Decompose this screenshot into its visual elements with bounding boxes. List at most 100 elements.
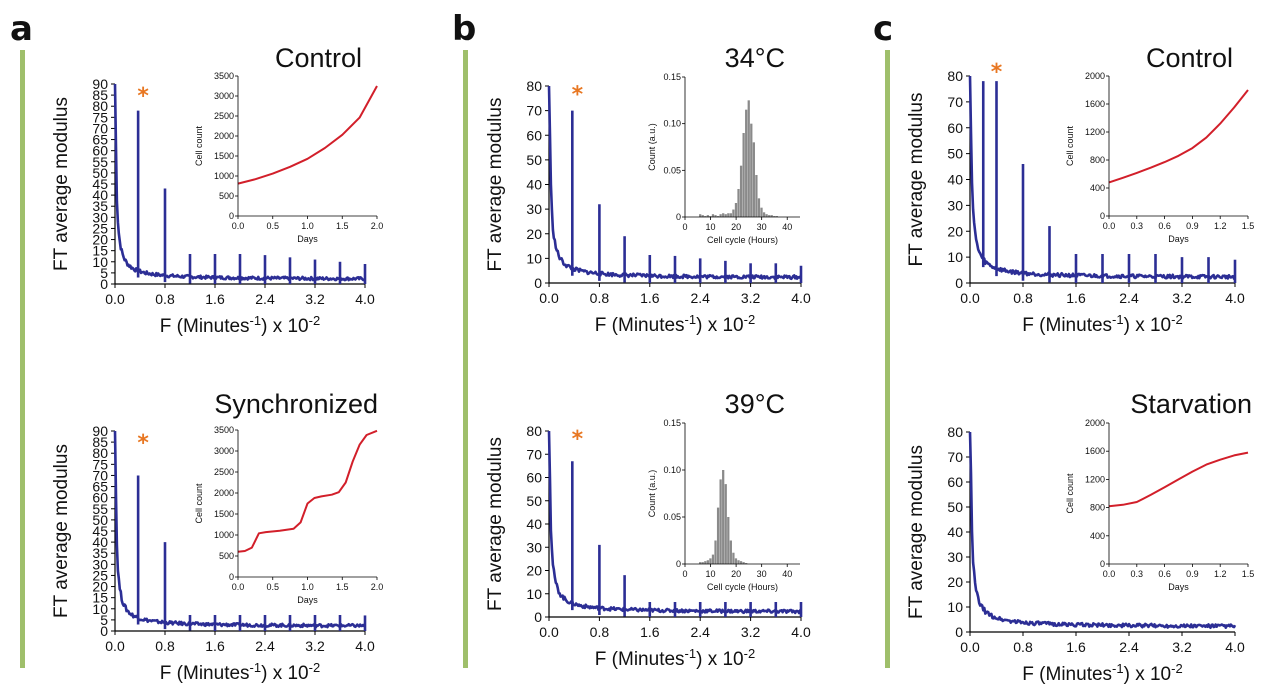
- inset-c-bottom: 0 400 800 1200 1600 2000 0.0 0.3 0.6 0.9 1.2 1.5 Day…: [1057, 417, 1256, 602]
- y-tick-label: 20: [526, 226, 542, 242]
- y-tick-label: 30: [92, 209, 108, 225]
- y-tick-label: 85: [92, 434, 108, 450]
- y-tick-label: 20: [526, 563, 542, 579]
- inset-y-tick-label: 1600: [1085, 99, 1105, 109]
- y-tick-label: 30: [526, 201, 542, 217]
- y-tick-label: 0: [534, 609, 542, 625]
- inset-y-tick-label: 0: [1100, 559, 1105, 569]
- histogram-bar: [737, 189, 740, 217]
- inset-background: [186, 70, 385, 254]
- inset-x-tick-label: 0.3: [1131, 569, 1144, 579]
- histogram-bar: [727, 517, 730, 564]
- inset-x-tick-label: 1.5: [336, 221, 349, 231]
- histogram-bar: [765, 214, 768, 217]
- chart-title: 39°C: [725, 389, 785, 419]
- inset-y-tick-label: 1000: [214, 530, 234, 540]
- histogram-bar: [737, 560, 740, 564]
- inset-x-axis-label: Days: [297, 234, 318, 244]
- y-tick-label: 55: [92, 154, 108, 170]
- y-tick-label: 40: [526, 516, 542, 532]
- y-tick-label: 70: [526, 103, 542, 119]
- chart-title: Control: [1146, 43, 1233, 73]
- x-axis-label-part: -1: [685, 646, 697, 661]
- histogram-bar: [714, 540, 717, 564]
- x-axis-label-part: -2: [744, 312, 756, 327]
- histogram-bar: [719, 214, 722, 217]
- inset-y-tick-label: 0.10: [663, 119, 681, 129]
- x-tick-label: 2.4: [690, 624, 710, 640]
- y-tick-label: 0: [534, 275, 542, 291]
- inset-y-tick-label: 1500: [214, 509, 234, 519]
- y-tick-label: 50: [92, 165, 108, 181]
- inset-x-tick-label: 0.0: [1103, 569, 1116, 579]
- y-tick-label: 70: [526, 446, 542, 462]
- inset-x-tick-label: 30: [757, 569, 767, 579]
- x-axis-label-part: -1: [1112, 661, 1124, 676]
- inset-x-tick-label: 0.9: [1186, 569, 1199, 579]
- inset-x-tick-label: 2.0: [371, 582, 384, 592]
- y-tick-label: 30: [92, 556, 108, 572]
- inset-y-tick-label: 3500: [214, 71, 234, 81]
- y-axis-label: FT average modulus: [906, 445, 927, 619]
- histogram-bar: [722, 213, 725, 217]
- x-tick-label: 4.0: [791, 290, 811, 306]
- growth-curve: [1108, 89, 1249, 184]
- y-tick-label: 45: [92, 176, 108, 192]
- x-tick-label: 2.4: [1119, 290, 1139, 306]
- y-tick-label: 90: [92, 423, 108, 439]
- y-tick-label: 35: [92, 545, 108, 561]
- inset-y-tick-label: 1500: [214, 151, 234, 161]
- y-tick-label: 35: [92, 198, 108, 214]
- x-tick-label: 1.6: [205, 291, 225, 307]
- histogram-bar: [701, 215, 704, 217]
- histogram-bar: [729, 540, 732, 564]
- inset-x-tick-label: 0.9: [1186, 221, 1199, 231]
- y-tick-label: 15: [92, 590, 108, 606]
- histogram-bar: [768, 215, 771, 217]
- y-tick-label: 60: [526, 127, 542, 143]
- y-tick-label: 50: [92, 512, 108, 528]
- x-tick-label: 4.0: [791, 624, 811, 640]
- y-tick-label: 80: [947, 424, 963, 440]
- y-axis-label: FT average modulus: [485, 437, 506, 611]
- y-tick-label: 55: [92, 501, 108, 517]
- histogram-bar: [706, 560, 709, 564]
- inset-y-tick-label: 1200: [1085, 474, 1105, 484]
- x-tick-label: 2.4: [1119, 639, 1139, 655]
- inset-c-top: 0 400 800 1200 1600 2000 0.0 0.3 0.6 0.9 1.2 1.5 Day…: [1057, 70, 1256, 254]
- inset-y-tick-label: 2000: [1085, 71, 1105, 81]
- x-axis-label: F (Minutes-1) x 10-2: [160, 313, 320, 337]
- inset-x-axis-label: Days: [1168, 234, 1189, 244]
- y-tick-label: 20: [92, 232, 108, 248]
- inset-x-tick-label: 10: [706, 222, 716, 232]
- x-axis-label-part: -1: [1112, 312, 1124, 327]
- chart-c-top: 0 10 20 30 40 50 60 70 80 0.0 0.8 1.6 2.4 3.2 4.0 FT av…: [906, 43, 1256, 336]
- x-tick-label: 0.8: [155, 291, 175, 307]
- y-tick-label: 30: [526, 539, 542, 555]
- histogram-bar: [775, 216, 778, 217]
- spectrum-line: [968, 431, 1237, 630]
- inset-x-tick-label: 2.0: [371, 221, 384, 231]
- peak-star-marker: *: [137, 84, 149, 109]
- histogram-bar: [699, 562, 702, 564]
- inset-y-axis-label: Cell count: [1065, 125, 1075, 166]
- growth-curve: [237, 85, 378, 185]
- histogram-bar: [722, 470, 725, 564]
- histogram-bar: [770, 215, 773, 217]
- inset-x-tick-label: 0: [682, 222, 687, 232]
- x-tick-label: 3.2: [741, 624, 761, 640]
- histogram-bar: [704, 561, 707, 564]
- x-axis-label-part: ) x 10: [1124, 315, 1172, 336]
- histogram-bar: [729, 213, 732, 217]
- x-tick-label: 0.0: [960, 639, 980, 655]
- x-axis-label-part: -1: [250, 660, 262, 675]
- y-tick-label: 75: [92, 456, 108, 472]
- inset-y-tick-label: 0.05: [663, 165, 681, 175]
- y-tick-label: 70: [947, 449, 963, 465]
- y-axis-label: FT average modulus: [51, 97, 72, 271]
- y-tick-label: 10: [92, 254, 108, 270]
- x-tick-label: 0.0: [539, 290, 559, 306]
